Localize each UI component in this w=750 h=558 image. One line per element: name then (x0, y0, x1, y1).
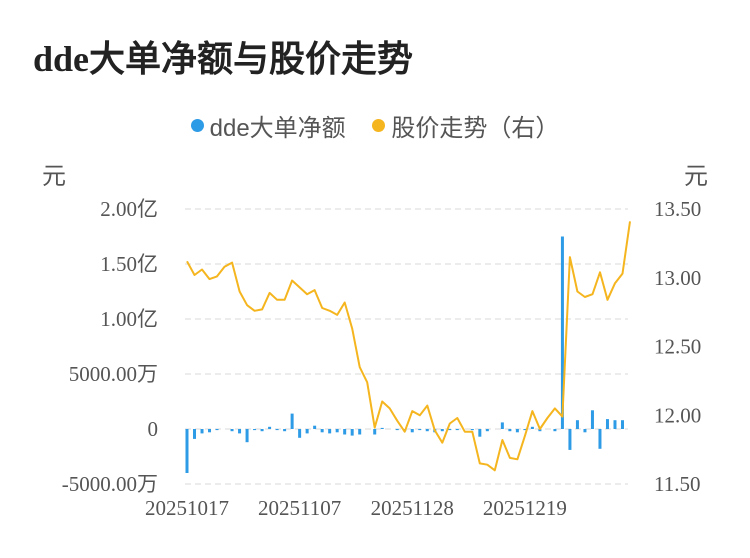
page-title: dde大单净额与股价走势 (33, 39, 414, 79)
dde-bar (253, 429, 257, 431)
dde-bar (530, 426, 534, 429)
dde-bar (208, 429, 212, 433)
dde-bar (313, 425, 317, 429)
x-tick-label: 20251107 (258, 496, 341, 520)
left-axis-unit: 元 (42, 163, 66, 190)
dde-bar (455, 429, 459, 431)
dde-bar (230, 429, 234, 432)
right-axis-unit: 元 (684, 163, 708, 190)
dde-bar (298, 429, 302, 438)
dde-bar (590, 410, 594, 429)
dde-bar (373, 429, 377, 435)
dde-bar (538, 429, 542, 432)
dde-bar (448, 429, 452, 431)
dde-bar (343, 429, 347, 435)
dde-bar (350, 429, 354, 436)
dde-bar (425, 429, 429, 432)
dde-bar (275, 429, 279, 431)
right-tick-label: 12.00 (654, 403, 701, 427)
right-tick-label: 13.00 (654, 266, 701, 290)
dde-bar (560, 236, 564, 429)
chart-legend: dde大单净额 股价走势（右） (0, 108, 750, 143)
dde-bar (268, 426, 272, 429)
legend-label-price: 股价走势（右） (391, 115, 560, 142)
right-tick-label: 12.50 (654, 335, 701, 359)
dde-bar (260, 429, 264, 432)
dde-bar (418, 429, 422, 431)
dde-bar (575, 420, 579, 429)
dde-bar (523, 429, 527, 431)
dde-bar (583, 429, 587, 433)
dde-bar (193, 429, 197, 439)
dde-bar (485, 429, 489, 432)
dde-bar (328, 429, 332, 434)
x-tick-label: 20251219 (483, 496, 567, 520)
dde-bar (358, 429, 362, 435)
left-tick-label: 2.00亿 (100, 197, 158, 221)
legend-label-dde: dde大单净额 (209, 115, 346, 142)
price-line (186, 221, 631, 472)
legend-dot-price (372, 119, 386, 132)
dde-bar (508, 429, 512, 432)
dde-bar (598, 429, 602, 449)
dde-bar (238, 429, 242, 434)
dde-bar (185, 429, 189, 473)
dde-bar (620, 420, 624, 429)
dde-bar (613, 420, 617, 429)
dde-bar (245, 429, 249, 443)
left-tick-label: 5000.00万 (69, 362, 158, 386)
legend-item-dde[interactable]: dde大单净额 (190, 108, 346, 143)
dde-bar (440, 429, 444, 432)
right-tick-label: 11.50 (654, 472, 700, 496)
x-tick-label: 20251017 (145, 496, 229, 520)
dde-bar (605, 419, 609, 429)
x-tick-label: 20251128 (371, 496, 454, 520)
dde-bar (410, 429, 414, 433)
left-tick-label: 1.50亿 (100, 252, 158, 276)
right-tick-label: 13.50 (654, 197, 701, 221)
dde-bar (395, 429, 399, 431)
dde-bar (283, 429, 287, 432)
left-tick-label: 0 (148, 417, 159, 441)
legend-item-price[interactable]: 股价走势（右） (372, 108, 559, 143)
dde-bar (553, 429, 557, 432)
dde-bar (380, 427, 384, 429)
dde-bar (335, 429, 339, 433)
dde-bar (215, 429, 219, 431)
legend-dot-dde (190, 119, 204, 132)
dde-bar (290, 413, 294, 429)
left-tick-label: 1.00亿 (100, 307, 158, 331)
dde-bar (470, 429, 474, 431)
dde-bar (568, 429, 572, 450)
left-tick-label: -5000.00万 (62, 472, 158, 496)
dde-bar (305, 429, 309, 434)
dde-bar (478, 429, 482, 437)
dde-bar (320, 429, 324, 433)
dde-bar (500, 422, 504, 429)
dde-bar (200, 429, 204, 434)
dde-bar (515, 429, 519, 433)
